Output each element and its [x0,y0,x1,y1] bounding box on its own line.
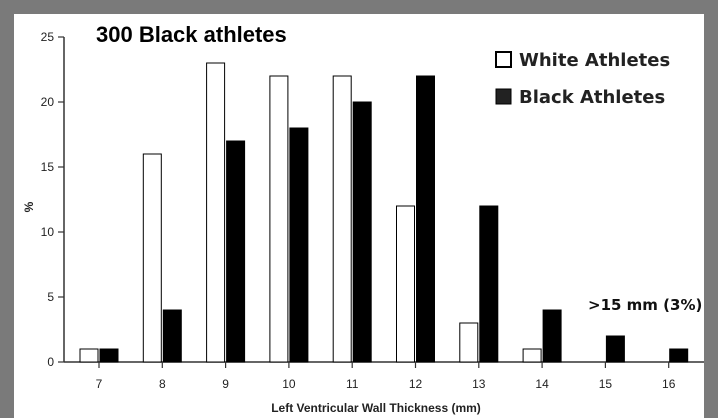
y-tick-label: 0 [47,355,54,369]
bar-white-athletes [522,348,542,363]
bar-black-athletes [605,335,625,363]
chart-canvas: 7 8 9 10 11 12 13 14 15 16 0 5 10 15 20 25 300 Black a… [14,14,704,418]
y-tick-label: 10 [41,225,55,239]
y-tick-label: 25 [41,30,55,44]
bar-black-athletes [669,348,689,363]
x-tick-label: 15 [599,377,613,391]
x-tick-label: 10 [282,377,296,391]
bar-white-athletes [269,75,289,363]
bar-white-athletes [459,322,479,363]
x-tick-label: 12 [409,377,423,391]
x-tick-label: 8 [159,377,166,391]
y-tick-labels: 0 5 10 15 20 25 [41,30,55,369]
bar-black-athletes [289,127,309,363]
x-tick-labels: 7 8 9 10 11 12 13 14 15 16 [96,377,676,391]
y-tick-label: 5 [47,290,54,304]
bar-white-athletes [79,348,99,363]
bar-black-athletes [542,309,562,363]
x-tick-label: 13 [472,377,486,391]
bar-black-athletes [99,348,119,363]
x-axis-label: Left Ventricular Wall Thickness (mm) [271,401,481,415]
legend-swatch-black [495,88,512,105]
x-tick-label: 16 [662,377,676,391]
legend-swatch-white [495,51,512,68]
bar-black-athletes [479,205,499,363]
bar-black-athletes [226,140,246,363]
x-tick-label: 9 [222,377,229,391]
bar-white-athletes [332,75,352,363]
x-tick-label: 7 [96,377,103,391]
annotation-over-15mm: >15 mm (3%) [588,296,702,314]
chart-bars [79,62,689,363]
legend-label-black: Black Athletes [519,87,665,108]
bar-black-athletes [416,75,435,363]
bar-black-athletes [352,101,372,363]
chart-title: 300 Black athletes [96,22,287,47]
y-axis-label: % [22,201,36,212]
x-tick-label: 14 [535,377,549,391]
bar-white-athletes [396,205,415,363]
legend: White Athletes Black Athletes [495,50,670,108]
legend-label-white: White Athletes [519,50,670,71]
y-tick-label: 20 [41,95,55,109]
y-tick-label: 15 [41,160,55,174]
x-tick-label: 11 [346,377,359,391]
bar-chart: 7 8 9 10 11 12 13 14 15 16 0 5 10 15 20 25 300 Black a… [22,22,704,415]
bar-white-athletes [142,153,162,363]
bar-black-athletes [162,309,182,363]
bar-white-athletes [206,62,226,363]
